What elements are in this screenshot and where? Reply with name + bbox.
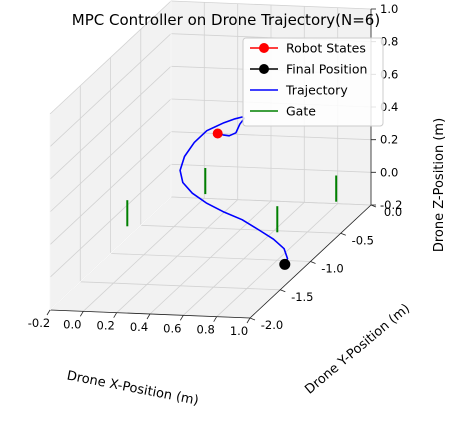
x-tick-label: 0.8 — [197, 323, 215, 337]
z-axis-label: Drone Z-Position (m) — [432, 118, 447, 252]
z-tick-label: 1.0 — [380, 2, 398, 16]
y-tick-label: -1.5 — [291, 290, 313, 304]
z-tick-label: 0.2 — [380, 133, 398, 147]
x-tick — [214, 317, 217, 322]
x-tick-label: 0.4 — [130, 320, 148, 334]
x-tick-label: -0.2 — [28, 316, 50, 330]
y-tick — [341, 233, 346, 235]
legend-label: Gate — [286, 104, 316, 119]
legend-label: Robot States — [286, 41, 366, 56]
x-tick-label: 0.2 — [97, 319, 115, 333]
y-tick — [250, 318, 255, 320]
legend: Robot States Final Position Trajectory Gate — [243, 38, 383, 126]
x-tick-label: 1.0 — [230, 324, 248, 338]
x-tick-label: 0.0 — [63, 317, 81, 331]
x-tick — [147, 314, 150, 319]
legend-swatch-marker — [259, 43, 269, 53]
x-tick — [247, 318, 250, 323]
y-tick — [311, 262, 316, 264]
x-tick — [180, 315, 183, 320]
legend-label: Trajectory — [285, 83, 348, 98]
legend-label: Final Position — [286, 62, 367, 77]
x-tick-label: 0.6 — [163, 321, 181, 335]
z-tick-label: 0.0 — [380, 165, 398, 179]
x-axis-label: Drone X-Position (m) — [66, 368, 200, 408]
x-tick — [80, 311, 83, 316]
x-tick — [47, 310, 50, 315]
x-tick — [114, 313, 117, 318]
legend-swatch-marker — [259, 64, 269, 74]
z-tick-label: -0.2 — [380, 198, 402, 212]
y-axis-label: Drone Y-Position (m) — [302, 301, 413, 397]
robot-state-marker — [213, 129, 223, 139]
y-tick-label: -0.5 — [352, 233, 374, 247]
chart-title: MPC Controller on Drone Trajectory(N=6) — [72, 11, 380, 29]
y-tick — [280, 290, 285, 292]
final-position-marker — [279, 259, 290, 270]
y-tick-label: -1.0 — [321, 262, 343, 276]
y-tick-label: -2.0 — [261, 318, 283, 332]
